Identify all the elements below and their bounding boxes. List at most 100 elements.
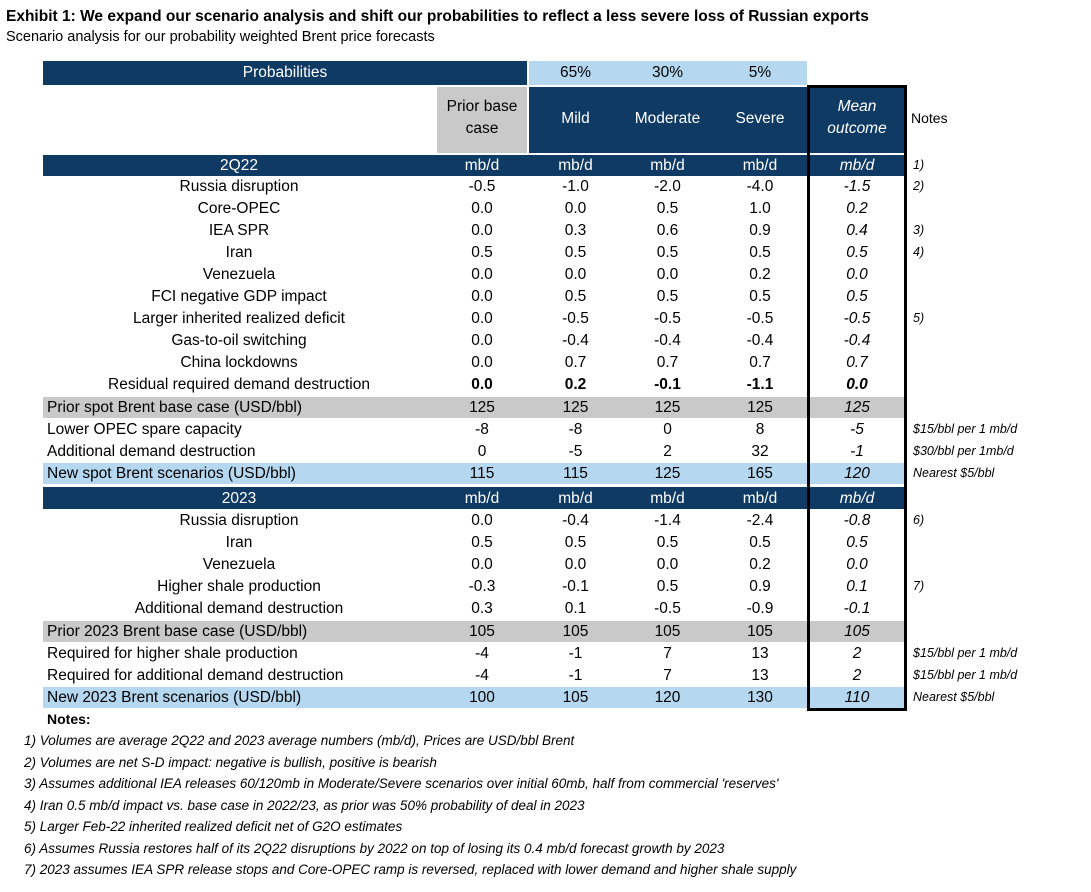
- prior-2023-row-value: 105: [747, 623, 773, 640]
- unit-label: mb/d: [558, 490, 593, 507]
- row-2q22-value: 0.7: [846, 354, 868, 371]
- row-2q22-value: -0.1: [654, 376, 681, 393]
- row-2023-value: 0.0: [846, 556, 868, 573]
- row-2q22-value: 0.0: [656, 266, 679, 283]
- row-2q22-value: -0.5: [562, 310, 589, 327]
- unit-label: mb/d: [839, 490, 875, 507]
- row-2q22-value: -1.1: [746, 376, 774, 393]
- probabilities-bar: [43, 61, 527, 85]
- row-2q22-value: 0.5: [749, 244, 771, 261]
- row-2q22-value: -0.5: [468, 178, 496, 195]
- row-2q22-value: 0.9: [749, 222, 771, 239]
- probabilities-label: Probabilities: [242, 64, 328, 81]
- row-2q22-value: -0.5: [843, 310, 871, 327]
- prior-spot-bar: [43, 397, 907, 418]
- new-spot-row-value: 165: [747, 465, 773, 482]
- row-2023-value: 0.5: [749, 534, 771, 551]
- row-2q22-value: 0.5: [564, 244, 587, 261]
- row-note: 4): [913, 245, 925, 259]
- notes-header: Notes: [911, 110, 948, 126]
- add-demand-row-value: -5: [568, 443, 583, 460]
- row-note: 1): [913, 158, 925, 172]
- new-2023-row-value: 105: [562, 689, 589, 706]
- row-note: Nearest $5/bbl: [913, 466, 995, 480]
- row-2q22-value: 0.2: [846, 200, 868, 217]
- row-2023-value: -0.5: [654, 600, 681, 617]
- row-2023-label: Venezuela: [202, 556, 276, 573]
- row-2q22-value: 0.2: [564, 376, 587, 393]
- row-2q22-value: 0.5: [471, 244, 493, 261]
- new-2023-bar: [43, 687, 907, 708]
- row-2q22-value: 0.3: [564, 222, 587, 239]
- prior-spot-row-value: 125: [844, 399, 870, 416]
- unit-label: mb/d: [650, 157, 685, 174]
- unit-label: mb/d: [558, 157, 593, 174]
- new-2023-row-value: 100: [469, 689, 495, 706]
- mild-header: Mild: [561, 110, 590, 127]
- row-2023-label: Russia disruption: [179, 512, 299, 529]
- row-2q22-value: 0.0: [471, 266, 493, 283]
- unit-label: mb/d: [839, 157, 875, 174]
- scenario-header-cells: [529, 87, 905, 153]
- row-2023-value: 0.0: [656, 556, 679, 573]
- row-2023-value: 0.5: [471, 534, 493, 551]
- req-demand-row-label: Required for additional demand destructi…: [47, 667, 344, 684]
- row-2023-value: 0.0: [471, 512, 493, 529]
- row-2023-value: 0.2: [749, 556, 771, 573]
- row-2023-value: -0.8: [843, 512, 871, 529]
- severe-header: Severe: [735, 110, 785, 127]
- row-2q22-value: 0.4: [846, 222, 868, 239]
- row-note: 7): [913, 579, 925, 593]
- row-2q22-value: 0.0: [471, 332, 493, 349]
- prior-spot-row-value: 125: [562, 399, 589, 416]
- footnote-item: 2) Volumes are net S-D impact: negative …: [24, 754, 437, 770]
- row-note: 5): [913, 311, 925, 325]
- row-2023-value: 0.1: [846, 578, 868, 595]
- row-2023-value: -0.1: [562, 578, 589, 595]
- mean-header: Mean: [837, 98, 877, 115]
- row-2023-value: 0.0: [564, 556, 587, 573]
- lower-opec-row-label: Lower OPEC spare capacity: [47, 421, 242, 438]
- row-2q22-value: 0.5: [846, 244, 868, 261]
- row-2q22-value: 0.7: [564, 354, 587, 371]
- row-2q22-value: 1.0: [749, 200, 771, 217]
- req-demand-row-value: 13: [751, 667, 769, 684]
- lower-opec-row-value: 0: [663, 421, 672, 438]
- footnote-item: 6) Assumes Russia restores half of its 2…: [24, 840, 725, 856]
- row-2q22-value: 0.0: [471, 376, 493, 393]
- row-2q22-value: 0.6: [656, 222, 679, 239]
- lower-opec-row-value: -5: [850, 421, 864, 438]
- row-note: 3): [913, 223, 925, 237]
- row-2q22-value: 0.5: [656, 288, 679, 305]
- row-2q22-value: 0.2: [749, 266, 771, 283]
- row-2q22-value: 0.5: [749, 288, 771, 305]
- row-2q22-value: 0.7: [749, 354, 771, 371]
- row-2q22-label: China lockdowns: [180, 354, 298, 371]
- row-2q22-value: 0.0: [471, 310, 493, 327]
- unit-label: mb/d: [464, 157, 500, 174]
- row-2q22-value: -0.4: [746, 332, 774, 349]
- row-2q22-value: -0.4: [654, 332, 681, 349]
- row-2q22-value: -1.5: [843, 178, 871, 195]
- unit-label: mb/d: [742, 157, 778, 174]
- req-shale-row-value: -1: [568, 645, 583, 662]
- row-2023-value: 0.5: [656, 578, 679, 595]
- row-2023-label: Additional demand destruction: [134, 600, 344, 617]
- row-2q22-label: Iran: [225, 244, 253, 261]
- row-2q22-label: Venezuela: [202, 266, 276, 283]
- footnote-item: 7) 2023 assumes IEA SPR release stops an…: [24, 862, 797, 877]
- row-2q22-value: 0.7: [656, 354, 679, 371]
- footnote-item: 1) Volumes are average 2Q22 and 2023 ave…: [24, 733, 575, 748]
- row-2q22-value: 0.5: [656, 200, 679, 217]
- row-2023-value: -0.1: [843, 600, 871, 617]
- mean-header: outcome: [827, 120, 887, 137]
- row-2q22-label: Larger inherited realized deficit: [133, 310, 345, 327]
- prior-spot-row-label: Prior spot Brent base case (USD/bbl): [47, 399, 302, 416]
- req-demand-row-value: 2: [852, 667, 862, 684]
- row-2023-value: 0.9: [749, 578, 771, 595]
- row-2q22-label: FCI negative GDP impact: [151, 288, 327, 305]
- row-note: $30/bbl per 1mb/d: [913, 444, 1014, 458]
- row-2023-value: -0.4: [562, 512, 589, 529]
- row-2q22-value: 0.0: [471, 200, 493, 217]
- req-demand-row-value: -1: [568, 667, 583, 684]
